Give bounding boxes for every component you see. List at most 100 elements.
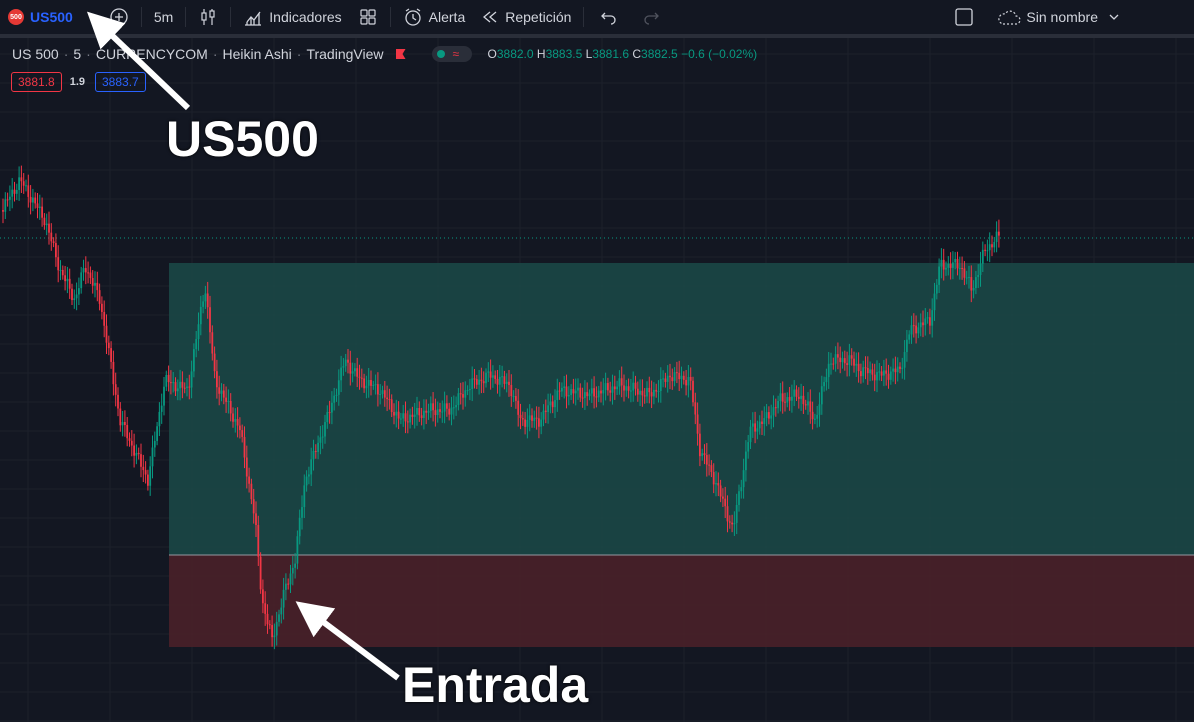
candle-down xyxy=(222,390,225,398)
sell-price-button[interactable]: 3881.8 xyxy=(11,72,62,92)
alert-button[interactable]: Alerta xyxy=(395,0,474,34)
candle-up xyxy=(816,414,819,419)
candle-up xyxy=(301,507,303,518)
candle-down xyxy=(880,371,883,376)
candle-up xyxy=(563,386,566,388)
candle-up xyxy=(395,411,398,416)
candle-down xyxy=(678,372,681,380)
candle-up xyxy=(742,470,745,488)
redo-button[interactable] xyxy=(630,0,672,34)
candle-down xyxy=(411,414,414,417)
candle-up xyxy=(841,358,844,363)
legend-symbol-title[interactable]: US 500 xyxy=(12,46,59,62)
candle-up xyxy=(492,375,494,378)
candle-down xyxy=(61,269,64,276)
candle-up xyxy=(452,407,455,409)
candle-down xyxy=(899,366,901,369)
fullscreen-button[interactable] xyxy=(940,0,988,34)
symbol-search-button[interactable]: 500 US500 xyxy=(0,0,81,34)
candle-down xyxy=(949,263,952,268)
candle-down xyxy=(388,399,391,401)
candle-down xyxy=(620,378,623,386)
candle-up xyxy=(793,389,796,397)
candle-up xyxy=(80,272,83,289)
candle-up xyxy=(337,380,340,395)
candle-up xyxy=(471,378,474,390)
market-status-toggle[interactable]: ≈ xyxy=(431,46,472,62)
cloud-icon xyxy=(998,10,1021,25)
candle-down xyxy=(57,257,60,271)
interval-button[interactable]: 5m xyxy=(153,9,174,25)
flag-icon[interactable] xyxy=(395,49,406,59)
candle-up xyxy=(402,413,405,419)
replay-button[interactable]: Repetición xyxy=(473,0,579,34)
templates-button[interactable] xyxy=(350,0,386,34)
undo-button[interactable] xyxy=(588,0,630,34)
candle-down xyxy=(259,556,262,590)
candle-down xyxy=(55,243,57,258)
candle-down xyxy=(142,466,145,471)
candle-up xyxy=(18,177,20,190)
candle-down xyxy=(781,393,784,402)
candle-up xyxy=(630,390,632,392)
toolbar-border xyxy=(0,34,1194,38)
candle-up xyxy=(749,426,752,443)
rewind-icon xyxy=(483,11,497,23)
candle-down xyxy=(719,485,722,497)
layout-menu-button[interactable]: Sin nombre xyxy=(988,0,1194,34)
chart-legend: US 500 · 5 · CURRENCYCOM · Heikin Ashi ·… xyxy=(12,46,757,62)
buy-price-button[interactable]: 3883.7 xyxy=(95,72,146,92)
candle-down xyxy=(446,403,448,409)
candle-down xyxy=(795,389,798,397)
candle-up xyxy=(646,387,648,397)
candle-down xyxy=(551,401,554,408)
symbol-logo-icon: 500 xyxy=(8,9,24,25)
take-profit-zone xyxy=(169,263,1194,555)
compare-button[interactable] xyxy=(101,0,137,34)
candle-down xyxy=(241,430,244,437)
candle-up xyxy=(577,387,579,391)
square-icon xyxy=(955,8,974,26)
candle-up xyxy=(179,381,181,389)
candle-down xyxy=(218,387,221,394)
candle-down xyxy=(970,277,973,291)
candle-down xyxy=(515,396,517,401)
candle-down xyxy=(370,379,372,386)
candle-up xyxy=(745,451,747,471)
candle-down xyxy=(404,413,407,422)
legend-chart-type: Heikin Ashi xyxy=(222,46,292,62)
candle-up xyxy=(611,386,614,393)
candle-down xyxy=(915,325,917,334)
low-value: 3881.6 xyxy=(592,47,629,61)
candle-up xyxy=(666,375,669,382)
candle-up xyxy=(457,393,460,406)
candle-up xyxy=(512,396,515,398)
candle-up xyxy=(547,405,549,413)
candle-down xyxy=(314,450,317,452)
candle-up xyxy=(282,589,285,608)
candle-up xyxy=(464,390,467,398)
high-label: H xyxy=(536,47,546,61)
candle-up xyxy=(227,401,230,403)
candle-up xyxy=(158,411,161,427)
candle-up xyxy=(791,396,793,401)
candle-up xyxy=(597,390,600,398)
candle-up xyxy=(765,412,768,419)
candle-down xyxy=(103,311,106,326)
candle-up xyxy=(979,263,982,275)
candle-up xyxy=(777,401,779,409)
legend-dot: · xyxy=(296,46,302,62)
candle-up xyxy=(938,266,940,285)
candle-down xyxy=(669,375,671,378)
candle-up xyxy=(38,206,41,208)
candle-up xyxy=(165,374,168,387)
candle-up xyxy=(825,377,828,383)
candle-down xyxy=(708,464,710,466)
candle-down xyxy=(98,290,101,304)
candle-up xyxy=(977,274,980,278)
candle-down xyxy=(2,210,4,212)
chart-type-button[interactable] xyxy=(190,0,226,34)
candle-up xyxy=(758,421,761,429)
candle-down xyxy=(699,433,701,457)
indicators-button[interactable]: Indicadores xyxy=(235,0,349,34)
